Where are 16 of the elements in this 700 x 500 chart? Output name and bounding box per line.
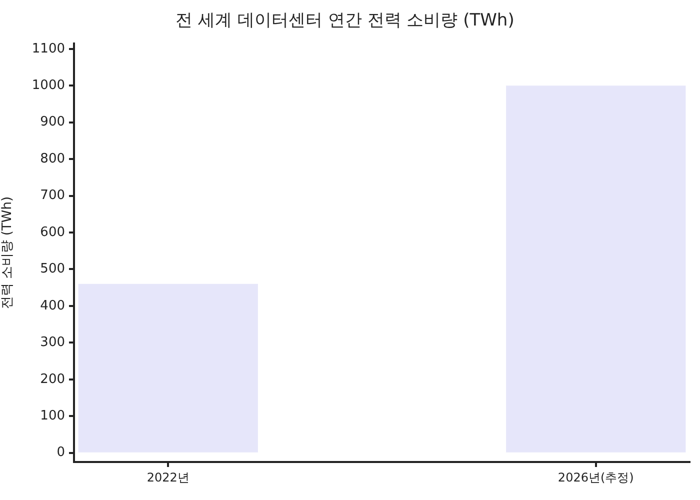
y-tick-label: 1100 bbox=[32, 41, 65, 56]
y-tick-label: 100 bbox=[40, 408, 65, 424]
y-tick-label: 300 bbox=[40, 335, 65, 350]
chart-title: 전 세계 데이터센터 연간 전력 소비량 (TWh) bbox=[176, 10, 514, 31]
y-tick-label: 800 bbox=[40, 151, 65, 166]
y-tick-label: 200 bbox=[40, 372, 65, 387]
y-tick-label: 400 bbox=[40, 298, 65, 314]
x-tick-label: 2026년(추정) bbox=[558, 470, 634, 484]
y-tick-label: 500 bbox=[40, 262, 65, 277]
x-tick-label: 2022년 bbox=[146, 470, 190, 484]
y-tick-label: 700 bbox=[40, 188, 65, 204]
y-tick-label: 900 bbox=[40, 114, 65, 130]
y-tick-label: 1000 bbox=[32, 78, 65, 93]
y-tick-label: 0 bbox=[56, 445, 65, 460]
y-axis-title: 전력 소비량 (TWh) bbox=[0, 196, 16, 309]
y-tick-label: 600 bbox=[40, 224, 65, 240]
